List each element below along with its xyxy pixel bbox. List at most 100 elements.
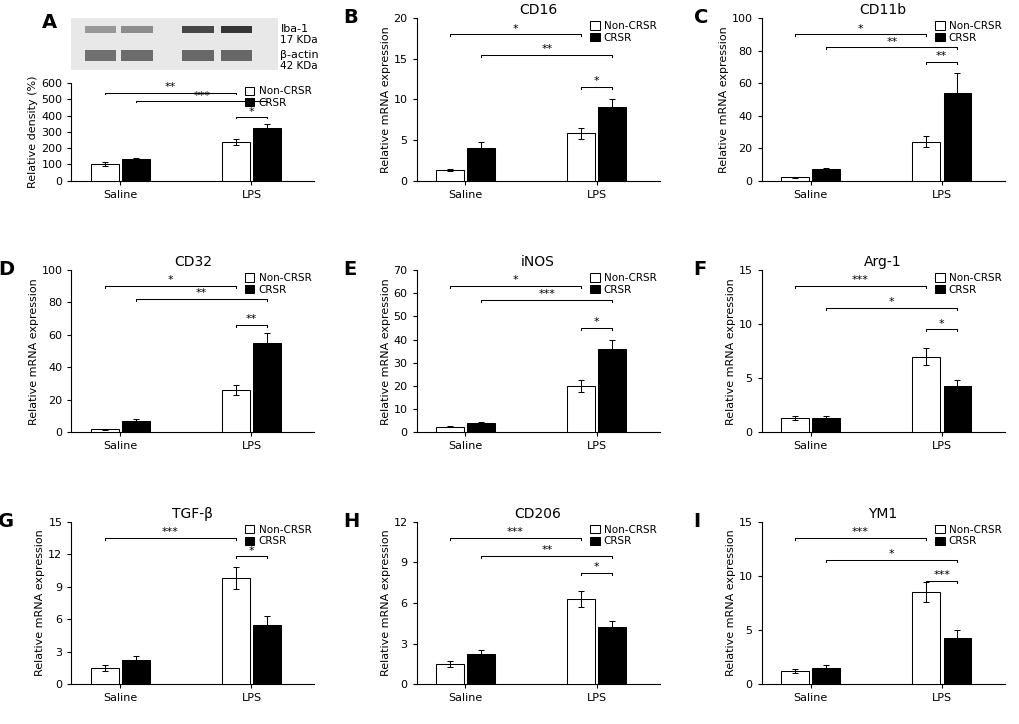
Bar <box>567 599 594 684</box>
Bar <box>85 50 116 61</box>
Title: CD32: CD32 <box>174 255 212 269</box>
Title: CD11b: CD11b <box>859 3 906 17</box>
Bar <box>91 429 118 432</box>
Bar <box>181 26 213 33</box>
Text: **: ** <box>541 44 552 54</box>
Text: *: * <box>889 549 894 559</box>
Bar <box>943 93 970 180</box>
Title: iNOS: iNOS <box>521 255 554 269</box>
Text: **: ** <box>541 544 552 555</box>
Y-axis label: Relative mRNA expression: Relative mRNA expression <box>726 529 735 676</box>
Text: 17 KDa: 17 KDa <box>280 35 318 45</box>
Text: **: ** <box>886 36 897 46</box>
Text: *: * <box>593 76 599 86</box>
Bar <box>567 133 594 180</box>
Text: *: * <box>512 24 518 33</box>
Bar <box>253 343 281 432</box>
Bar <box>467 423 495 432</box>
Y-axis label: Relative density (%): Relative density (%) <box>29 75 39 188</box>
Bar <box>567 386 594 432</box>
Text: H: H <box>343 512 360 531</box>
Text: *: * <box>593 317 599 327</box>
Bar <box>253 625 281 684</box>
Legend: Non-CRSR, CRSR: Non-CRSR, CRSR <box>244 272 312 295</box>
Text: 42 KDa: 42 KDa <box>280 61 318 71</box>
Y-axis label: Relative mRNA expression: Relative mRNA expression <box>726 278 735 424</box>
Text: *: * <box>938 319 944 329</box>
Y-axis label: Relative mRNA expression: Relative mRNA expression <box>380 529 390 676</box>
Text: ***: *** <box>851 275 868 285</box>
Text: **: ** <box>246 314 257 324</box>
Y-axis label: Relative mRNA expression: Relative mRNA expression <box>29 278 39 424</box>
Legend: Non-CRSR, CRSR: Non-CRSR, CRSR <box>589 20 657 44</box>
Text: *: * <box>593 563 599 573</box>
Bar <box>91 164 118 180</box>
Bar <box>943 638 970 684</box>
Text: F: F <box>693 260 706 279</box>
Text: *: * <box>249 107 254 117</box>
Bar <box>467 148 495 180</box>
Y-axis label: Relative mRNA expression: Relative mRNA expression <box>36 529 46 676</box>
Title: CD16: CD16 <box>519 3 556 17</box>
Legend: Non-CRSR, CRSR: Non-CRSR, CRSR <box>933 272 1002 295</box>
Text: **: ** <box>164 83 175 93</box>
Bar <box>121 50 153 61</box>
Text: C: C <box>693 9 707 28</box>
Y-axis label: Relative mRNA expression: Relative mRNA expression <box>380 278 390 424</box>
Bar <box>598 349 626 432</box>
Bar <box>122 159 150 180</box>
Bar <box>221 50 253 61</box>
Bar <box>781 177 808 180</box>
Bar <box>911 356 940 432</box>
Bar <box>811 169 840 180</box>
Text: ***: *** <box>851 527 868 537</box>
Text: G: G <box>0 512 14 531</box>
Bar <box>121 26 153 33</box>
Bar <box>598 627 626 684</box>
Bar <box>435 426 464 432</box>
Text: *: * <box>249 546 254 555</box>
Title: TGF-β: TGF-β <box>172 507 213 521</box>
Text: B: B <box>343 9 358 28</box>
Title: Arg-1: Arg-1 <box>863 255 901 269</box>
Bar <box>911 592 940 684</box>
Bar <box>435 170 464 180</box>
Text: E: E <box>343 260 357 279</box>
Text: *: * <box>857 24 862 33</box>
Bar <box>71 18 278 70</box>
Text: β-actin: β-actin <box>280 51 319 60</box>
Legend: Non-CRSR, CRSR: Non-CRSR, CRSR <box>933 20 1002 44</box>
Legend: Non-CRSR, CRSR: Non-CRSR, CRSR <box>933 523 1002 547</box>
Title: CD206: CD206 <box>515 507 560 521</box>
Bar <box>253 128 281 180</box>
Legend: Non-CRSR, CRSR: Non-CRSR, CRSR <box>589 272 657 295</box>
Bar <box>221 578 250 684</box>
Text: ***: *** <box>538 290 554 299</box>
Bar <box>221 26 253 33</box>
Text: I: I <box>693 512 700 531</box>
Text: Iba-1: Iba-1 <box>280 25 308 35</box>
Bar <box>467 654 495 684</box>
Text: ***: *** <box>193 90 210 101</box>
Bar <box>598 107 626 180</box>
Legend: Non-CRSR, CRSR: Non-CRSR, CRSR <box>244 523 312 547</box>
Bar <box>85 26 116 33</box>
Text: D: D <box>0 260 14 279</box>
Text: **: ** <box>935 51 947 61</box>
Text: **: ** <box>196 288 207 298</box>
Bar <box>943 386 970 432</box>
Title: YM1: YM1 <box>868 507 897 521</box>
Bar <box>221 390 250 432</box>
Text: *: * <box>167 275 173 285</box>
Bar <box>781 671 808 684</box>
Bar <box>91 668 118 684</box>
Bar <box>435 664 464 684</box>
Legend: Non-CRSR, CRSR: Non-CRSR, CRSR <box>589 523 657 547</box>
Y-axis label: Relative mRNA expression: Relative mRNA expression <box>380 26 390 173</box>
Bar <box>181 50 213 61</box>
Text: ***: *** <box>506 527 523 537</box>
Text: A: A <box>42 13 57 32</box>
Bar <box>811 668 840 684</box>
Bar <box>122 660 150 684</box>
Text: ***: *** <box>162 527 178 537</box>
